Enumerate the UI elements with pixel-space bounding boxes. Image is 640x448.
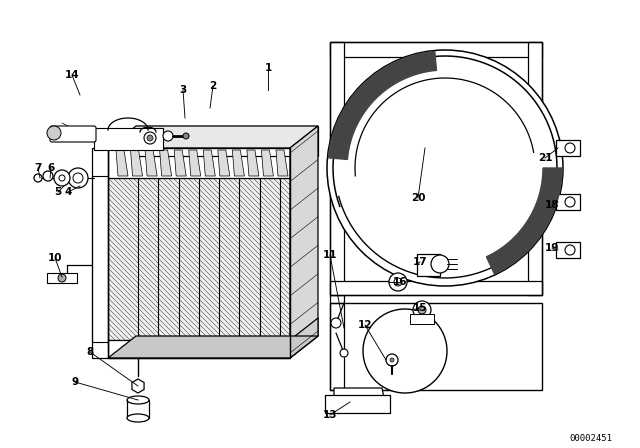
Text: 6: 6 (47, 163, 54, 173)
Circle shape (147, 135, 153, 141)
Circle shape (47, 126, 61, 140)
Circle shape (43, 171, 53, 181)
Polygon shape (145, 150, 157, 176)
Text: 11: 11 (323, 250, 337, 260)
Text: 00002451: 00002451 (569, 434, 612, 443)
Text: 7: 7 (35, 163, 42, 173)
Text: 8: 8 (86, 347, 93, 357)
Polygon shape (189, 150, 201, 176)
Text: 15: 15 (413, 303, 428, 313)
Circle shape (327, 50, 563, 286)
Ellipse shape (127, 396, 149, 404)
Polygon shape (556, 140, 580, 156)
Circle shape (58, 274, 66, 282)
Polygon shape (528, 42, 542, 295)
Polygon shape (330, 42, 542, 57)
Polygon shape (276, 150, 288, 176)
Text: 5: 5 (54, 187, 61, 197)
Text: 16: 16 (393, 277, 407, 287)
Text: 18: 18 (545, 200, 559, 210)
Text: 9: 9 (72, 377, 79, 387)
Text: 14: 14 (65, 70, 79, 80)
Polygon shape (108, 148, 290, 178)
Circle shape (183, 133, 189, 139)
Polygon shape (136, 126, 318, 156)
Polygon shape (556, 242, 580, 258)
Polygon shape (94, 128, 163, 150)
Polygon shape (290, 126, 318, 358)
Circle shape (331, 318, 341, 328)
Text: 19: 19 (545, 243, 559, 253)
Polygon shape (330, 281, 542, 295)
Polygon shape (132, 379, 144, 393)
Polygon shape (108, 178, 290, 340)
Polygon shape (108, 126, 318, 148)
Polygon shape (218, 150, 230, 176)
Text: 12: 12 (358, 320, 372, 330)
Text: 10: 10 (48, 253, 62, 263)
Circle shape (163, 131, 173, 141)
Polygon shape (290, 318, 318, 358)
Text: 4: 4 (64, 187, 72, 197)
Text: 13: 13 (323, 410, 337, 420)
Polygon shape (328, 52, 436, 159)
Ellipse shape (127, 414, 149, 422)
Text: 3: 3 (179, 85, 187, 95)
Text: 17: 17 (413, 257, 428, 267)
Circle shape (363, 309, 447, 393)
Circle shape (390, 358, 394, 362)
Text: 21: 21 (538, 153, 552, 163)
Circle shape (34, 174, 42, 182)
Polygon shape (410, 314, 434, 324)
FancyBboxPatch shape (50, 126, 96, 142)
Text: 2: 2 (209, 81, 216, 91)
Circle shape (418, 306, 426, 314)
Polygon shape (92, 148, 108, 358)
Text: 20: 20 (411, 193, 425, 203)
Polygon shape (159, 150, 172, 176)
Polygon shape (330, 42, 344, 295)
Circle shape (68, 168, 88, 188)
Polygon shape (262, 150, 273, 176)
Polygon shape (174, 150, 186, 176)
Polygon shape (247, 150, 259, 176)
Polygon shape (116, 150, 128, 176)
Polygon shape (108, 336, 318, 358)
Polygon shape (486, 168, 562, 274)
Circle shape (389, 273, 407, 291)
Circle shape (386, 354, 398, 366)
Polygon shape (108, 156, 318, 178)
Polygon shape (556, 194, 580, 210)
Polygon shape (232, 150, 244, 176)
Polygon shape (47, 273, 77, 283)
Polygon shape (131, 150, 143, 176)
Polygon shape (204, 150, 215, 176)
Circle shape (413, 301, 431, 319)
Circle shape (144, 132, 156, 144)
Polygon shape (325, 395, 390, 413)
Text: 1: 1 (264, 63, 271, 73)
Polygon shape (330, 303, 344, 390)
Polygon shape (334, 388, 387, 413)
Polygon shape (417, 254, 440, 276)
Circle shape (431, 255, 449, 273)
Circle shape (54, 170, 70, 186)
Circle shape (340, 349, 348, 357)
Polygon shape (108, 340, 290, 358)
